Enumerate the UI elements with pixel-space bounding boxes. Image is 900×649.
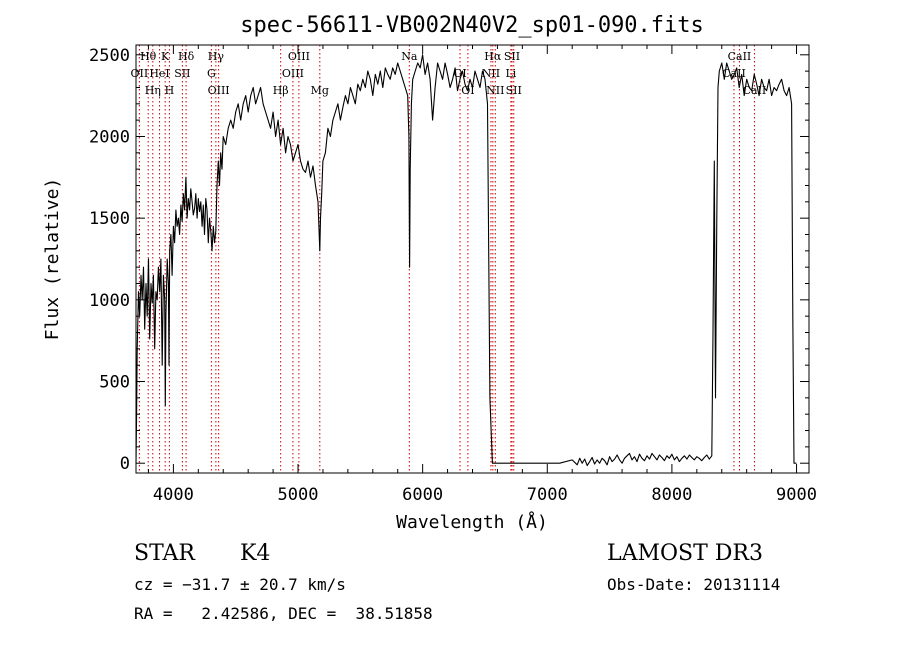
obs-date: Obs-Date: 20131114 <box>607 575 780 594</box>
annotation-label: Li <box>505 67 516 80</box>
annotation-label: H <box>165 84 175 97</box>
annotation-label: Hγ <box>208 50 225 63</box>
annotation-label: OII <box>131 67 149 80</box>
x-axis-ticks: 4000 5000 6000 7000 8000 9000 <box>147 45 817 505</box>
annotation-label: SII <box>504 50 520 63</box>
spectrum-series-line <box>135 54 797 467</box>
annotation-label: Mg <box>311 84 329 97</box>
annotation-label: Hα <box>484 50 502 63</box>
annotation-label: NII <box>486 84 504 97</box>
y-tick-label: 0 <box>120 454 130 474</box>
y-axis-ticks: 0 500 1000 1500 2000 2500 <box>89 46 809 474</box>
annotation-label: Hβ <box>273 84 289 97</box>
annotation-label: OIII <box>288 50 310 63</box>
annotation-label: NII <box>482 67 500 80</box>
annotation-label: CaII <box>728 50 752 63</box>
survey-label: LAMOST DR3 <box>607 541 763 566</box>
x-tick-label: 7000 <box>527 485 568 505</box>
annotation-labels: HθOIIHηKHeIHHδSIIOIIIHγGHβOIIIOIIIMgNaOI… <box>131 50 767 97</box>
x-tick-label: 5000 <box>278 485 319 505</box>
cz-value: cz = −31.7 ± 20.7 km/s <box>134 575 346 594</box>
subclass-label: K4 <box>240 541 270 566</box>
y-tick-label: 500 <box>99 373 130 393</box>
x-tick-label: 4000 <box>153 485 194 505</box>
annotation-label: Na <box>401 50 418 63</box>
y-axis-label: Flux (relative) <box>42 178 63 341</box>
annotation-label: HeI <box>149 67 169 80</box>
x-tick-label: 8000 <box>651 485 692 505</box>
annotation-label: Hθ <box>140 50 157 63</box>
ra-dec-coords: RA = 2.42586, DEC = 38.51858 <box>134 604 433 623</box>
x-axis-label: Wavelength (Å) <box>396 511 548 533</box>
annotation-label: OIII <box>208 84 230 97</box>
y-tick-label: 1500 <box>89 209 130 229</box>
y-tick-label: 2000 <box>89 127 130 147</box>
y-tick-label: 2500 <box>89 46 130 66</box>
x-tick-label: 9000 <box>776 485 817 505</box>
annotation-label: Hδ <box>178 50 195 63</box>
class-label: STAR <box>134 541 196 566</box>
annotation-label: G <box>207 67 216 80</box>
annotation-label: K <box>161 50 170 63</box>
y-tick-label: 1000 <box>89 291 130 311</box>
x-tick-label: 6000 <box>402 485 443 505</box>
annotation-label: SII <box>506 84 522 97</box>
chart-title: spec-56611-VB002N40V2_sp01-090.fits <box>240 13 704 38</box>
annotation-lines <box>138 45 755 473</box>
annotation-label: SII <box>174 67 190 80</box>
annotation-label: OIII <box>282 67 304 80</box>
annotation-label: Hη <box>145 84 161 97</box>
